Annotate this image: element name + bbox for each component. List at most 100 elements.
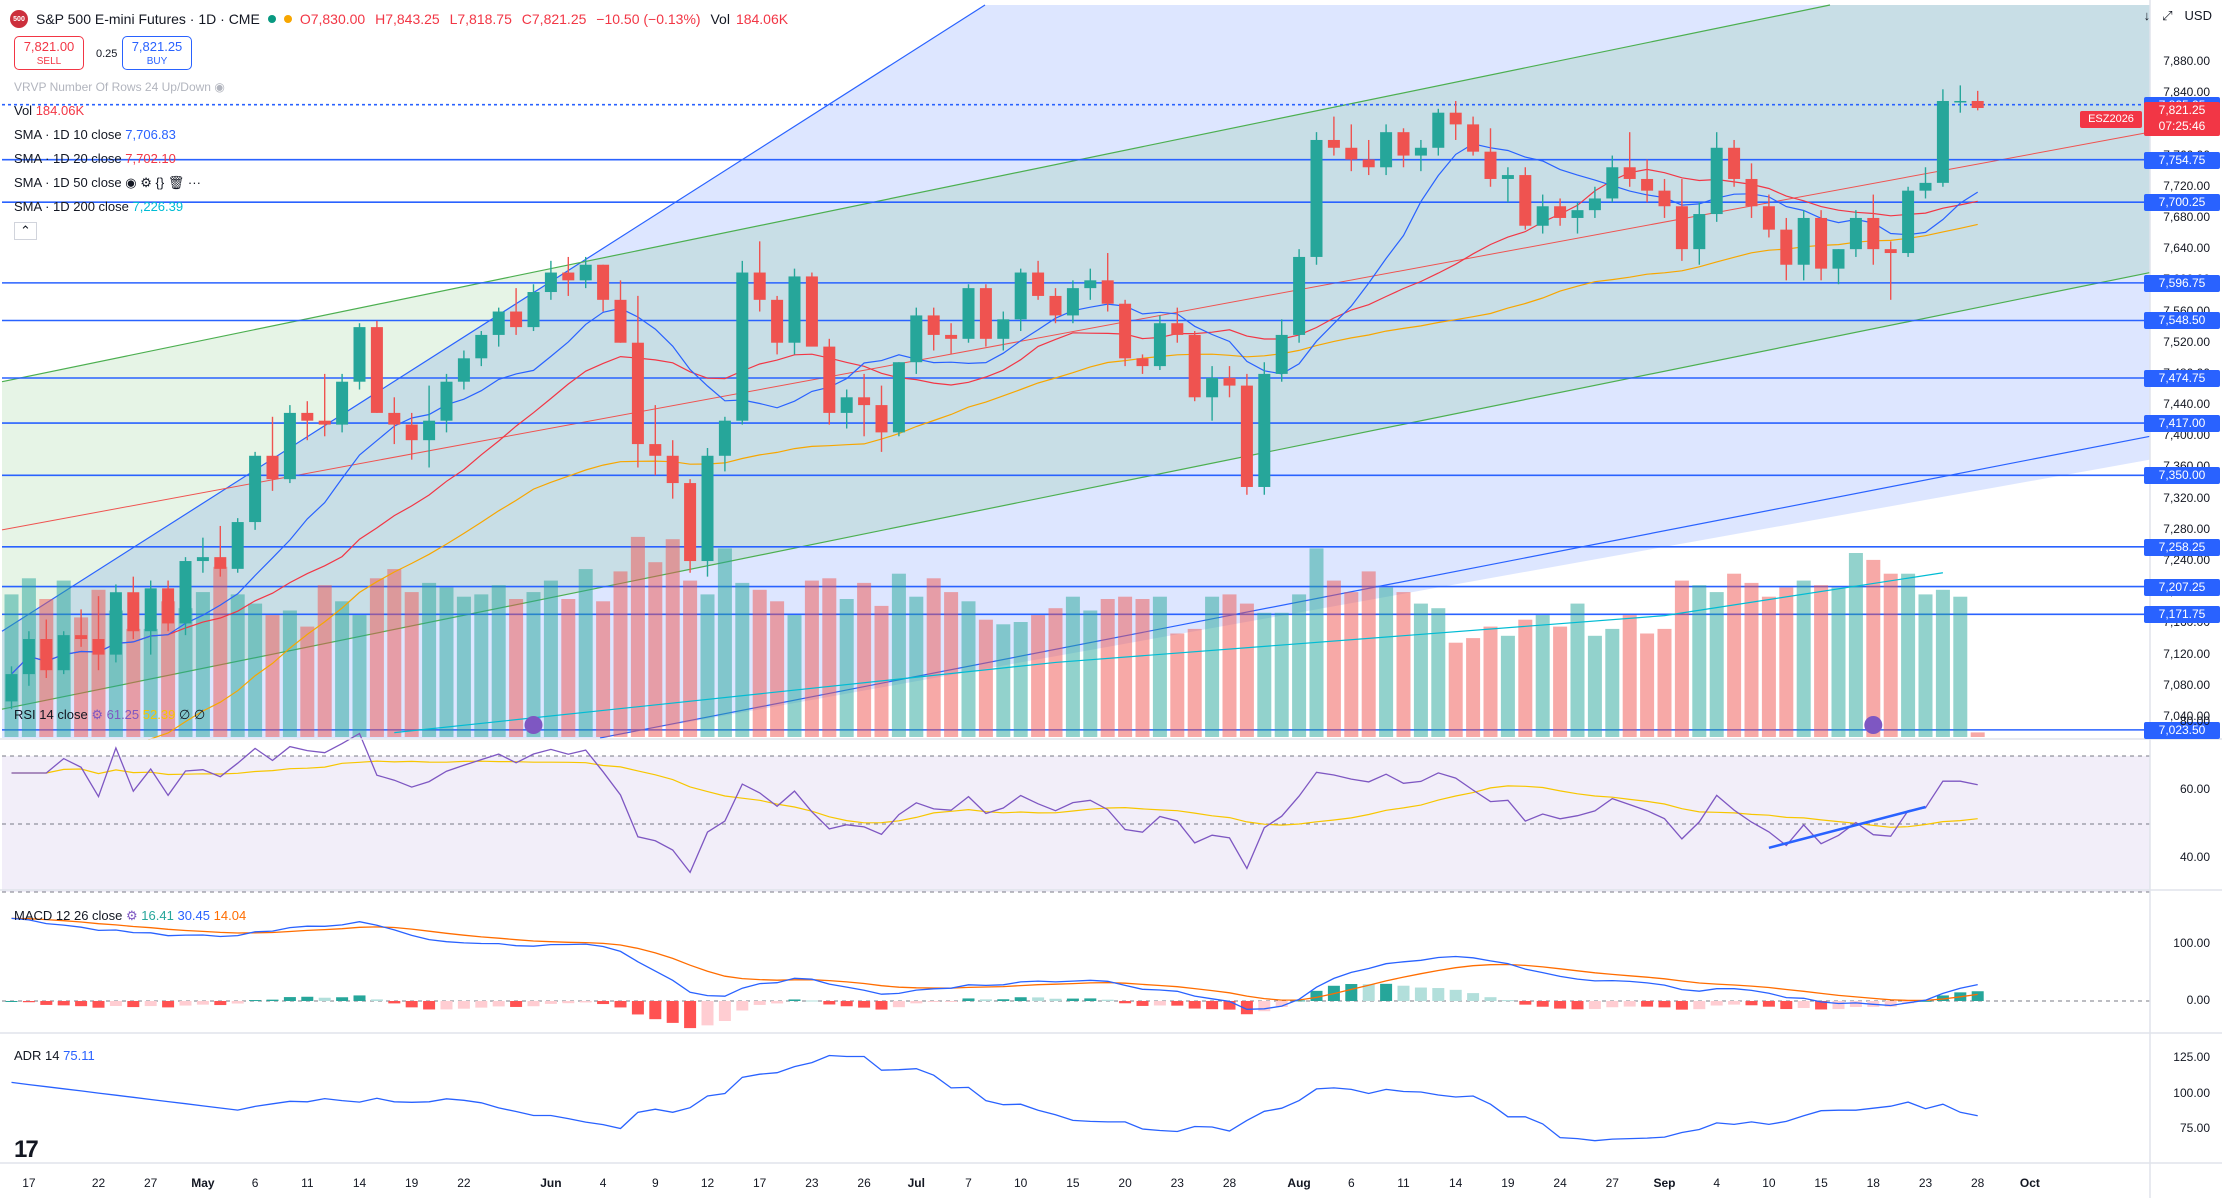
volume-bar	[1274, 612, 1289, 737]
candle-body	[1745, 178, 1758, 207]
channel-upper-green-line	[1, 4, 1831, 383]
candle	[1275, 319, 1288, 382]
volume-bar	[1222, 594, 1237, 737]
macd-histogram-bar	[892, 1001, 905, 1008]
volume-bar	[1048, 608, 1063, 737]
candle-body	[318, 420, 331, 425]
price-level-tag[interactable]: 7,596.75	[2144, 274, 2220, 292]
price-level-tag[interactable]: 7,258.25	[2144, 538, 2220, 556]
candle	[840, 389, 853, 429]
eye-icon[interactable]: ◉	[214, 80, 225, 94]
candle-body	[1084, 280, 1097, 289]
settings-icon[interactable]: ⚙	[126, 908, 138, 923]
macd-axis-tick: 100.00	[2173, 936, 2210, 950]
candle-body	[544, 272, 557, 293]
macd-histogram-bar	[527, 1001, 540, 1007]
download-icon[interactable]: ↓	[2143, 8, 2151, 23]
macd-histogram-bar	[1658, 1001, 1671, 1008]
price-level-tag[interactable]: 7,700.25	[2144, 194, 2220, 212]
expand-icon[interactable]: ⤢	[2162, 8, 2173, 23]
candle	[1293, 249, 1306, 343]
volume-bar	[874, 605, 889, 737]
indicator-legend[interactable]: SMA · 1D 20 close 7,702.10	[14, 151, 176, 166]
candle-body	[1014, 272, 1027, 320]
macd-histogram-bar	[753, 1001, 766, 1005]
candle-body	[370, 327, 383, 413]
volume-bar	[230, 594, 245, 737]
price-level-tag[interactable]: 7,350.00	[2144, 467, 2220, 485]
candle	[249, 451, 262, 530]
volume-bar	[839, 599, 854, 737]
price-axis-tick: 7,720.00	[2163, 178, 2210, 193]
candle	[1345, 124, 1358, 172]
vrvp-legend[interactable]: VRVP Number Of Rows 24 Up/Down ◉	[14, 80, 225, 94]
market-open-icon	[267, 15, 276, 23]
price-level-tag[interactable]: 7,417.00	[2144, 415, 2220, 433]
candle-body	[1884, 249, 1897, 254]
adr-legend[interactable]: ADR 14 75.11	[14, 1048, 95, 1063]
candle-body	[1275, 334, 1288, 374]
macd-histogram-bar	[388, 1001, 401, 1004]
price-level-tag[interactable]: 7,171.75	[2144, 606, 2220, 624]
candle-body	[1867, 217, 1880, 250]
price-level-tag[interactable]: 7,754.75	[2144, 151, 2220, 169]
price-level-tag[interactable]: 7,474.75	[2144, 369, 2220, 387]
macd-histogram-bar	[353, 995, 366, 1001]
adr-value: 75.11	[63, 1048, 95, 1063]
candle-body	[1641, 178, 1654, 191]
settings-icon[interactable]: ⚙	[91, 707, 103, 722]
macd-histogram-bar	[1815, 1001, 1828, 1010]
price-level-tag[interactable]: 7,548.50	[2144, 312, 2220, 330]
candle	[440, 373, 453, 433]
rsi-axis-tick: 40.00	[2179, 850, 2210, 864]
symbol-title[interactable]: S&P 500 E-mini Futures · 1D · CME	[36, 11, 260, 27]
volume-bar	[996, 624, 1011, 737]
candle	[1049, 288, 1062, 324]
candle	[1084, 268, 1097, 300]
macd-histogram-bar	[1345, 984, 1358, 1001]
currency-selector[interactable]: USD	[2184, 8, 2212, 23]
candle-body	[666, 455, 679, 484]
candle-body	[1849, 217, 1862, 250]
macd-histogram-bar	[1971, 991, 1984, 1001]
event-marker-icon	[524, 716, 543, 734]
volume-bar	[648, 562, 663, 737]
candle-body	[527, 292, 540, 328]
indicator-legend[interactable]: SMA · 1D 50 close ◉ ⚙ {} 🗑 ···	[14, 175, 201, 191]
candle-body	[1693, 214, 1706, 250]
collapse-legend-icon[interactable]: ⌃	[14, 222, 37, 240]
indicator-tools-icon[interactable]: ◉ ⚙ {} 🗑 ···	[125, 175, 201, 190]
indicator-legend[interactable]: SMA · 1D 10 close 7,706.83	[14, 127, 176, 142]
candle	[231, 518, 244, 573]
macd-label: MACD 12 26 close	[14, 908, 123, 923]
candle	[423, 385, 436, 468]
macd-histogram-bar	[1153, 1001, 1166, 1006]
top-right-toolbar: ↓ ⤢ USD	[2144, 8, 2212, 24]
time-axis-label: 11	[1397, 1176, 1410, 1190]
candle	[1919, 167, 1932, 199]
time-axis-label: Jun	[540, 1176, 562, 1190]
macd-histogram-bar	[1762, 1001, 1775, 1007]
volume-bar	[178, 608, 193, 737]
price-level-tag[interactable]: 7,207.25	[2144, 578, 2220, 596]
macd-histogram-bar	[1641, 1001, 1654, 1007]
price-axis-tick: 7,840.00	[2163, 85, 2210, 100]
candle-body	[1832, 249, 1845, 269]
indicator-legend[interactable]: SMA · 1D 200 close 7,226.39	[14, 199, 183, 214]
sell-button[interactable]: 7,821.00 SELL	[14, 36, 84, 70]
buy-button[interactable]: 7,821.25 BUY	[122, 36, 192, 70]
price-axis-tick: 7,880.00	[2163, 54, 2210, 68]
price-level-tag[interactable]: 7,023.50	[2144, 721, 2220, 739]
rsi-legend[interactable]: RSI 14 close ⚙ 61.25 52.39 ∅ ∅	[14, 707, 205, 723]
tradingview-logo-icon[interactable]: 17	[14, 1136, 39, 1163]
candle-body	[649, 444, 662, 456]
candle-body	[927, 315, 940, 335]
candle	[1101, 253, 1114, 312]
candle-body	[1658, 190, 1671, 207]
volume-bar	[1152, 596, 1167, 737]
indicator-legend[interactable]: Vol 184.06K	[14, 103, 84, 118]
macd-legend[interactable]: MACD 12 26 close ⚙ 16.41 30.45 14.04	[14, 908, 246, 924]
rsi-line	[11, 732, 1978, 874]
candle-body	[301, 412, 314, 421]
